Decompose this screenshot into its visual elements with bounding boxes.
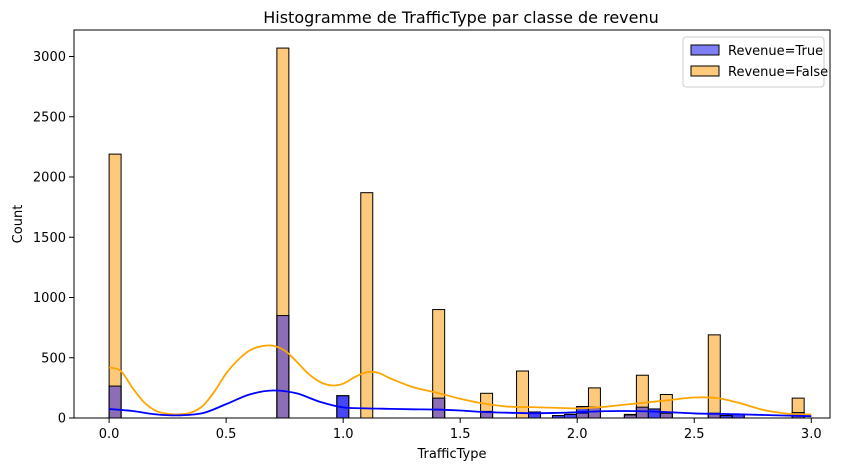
legend-label-revenue-false: Revenue=False	[728, 65, 828, 80]
bar-revenue-true-overlay-12	[647, 408, 661, 419]
kde-line-revenue-true	[109, 389, 812, 418]
plot-area	[73, 29, 831, 419]
x-axis-ticks: 0.0 0.5 1.0 1.5 2.0 2.5 3.0	[99, 418, 822, 442]
y-tick-label: 3000	[33, 50, 66, 65]
bar-revenue-true-overlay-1	[276, 315, 290, 419]
legend: Revenue=True Revenue=False	[682, 36, 828, 88]
legend-label-revenue-true: Revenue=True	[728, 44, 823, 59]
legend-swatch-revenue-false	[690, 65, 720, 77]
x-tick-label: 3.0	[801, 427, 822, 442]
kde-curves	[108, 344, 812, 418]
chart-title: Histogramme de TrafficType par classe de…	[263, 8, 659, 27]
y-tick-label: 2500	[33, 110, 66, 125]
bar-revenue-false-5	[516, 370, 530, 419]
x-tick-label: 1.0	[333, 427, 354, 442]
bar-revenue-false-2	[360, 192, 374, 419]
bar-revenue-true-overlay-11	[635, 406, 649, 419]
y-tick-label: 0	[58, 412, 66, 427]
y-tick-label: 500	[41, 351, 66, 366]
x-tick-label: 2.5	[684, 427, 705, 442]
x-tick-label: 2.0	[567, 427, 588, 442]
bar-revenue-false-11	[707, 334, 721, 419]
bar-revenue-true-overlay-0	[108, 385, 122, 419]
legend-swatch-revenue-true	[690, 44, 720, 56]
y-tick-label: 1000	[33, 291, 66, 306]
x-tick-label: 0.5	[216, 427, 237, 442]
bar-revenue-true-overlay-3	[432, 397, 446, 419]
plot-frame	[73, 29, 831, 419]
bar-revenue-false-0	[108, 153, 122, 419]
y-axis-label: Count	[11, 205, 26, 244]
kde-line-revenue-false	[108, 344, 812, 416]
y-tick-label: 2000	[33, 171, 66, 186]
bar-revenue-true-overlay-9	[587, 406, 601, 419]
x-axis-label: TrafficType	[417, 447, 487, 462]
x-tick-label: 0.0	[99, 427, 120, 442]
bar-revenue-true-overlay-7	[563, 413, 577, 419]
plot-background	[74, 30, 830, 418]
y-axis-ticks: 0 500 1000 1500 2000 2500 3000	[33, 50, 74, 427]
y-tick-label: 1500	[33, 231, 66, 246]
bar-revenue-true-overlay-13	[659, 412, 673, 419]
x-tick-label: 1.5	[450, 427, 471, 442]
